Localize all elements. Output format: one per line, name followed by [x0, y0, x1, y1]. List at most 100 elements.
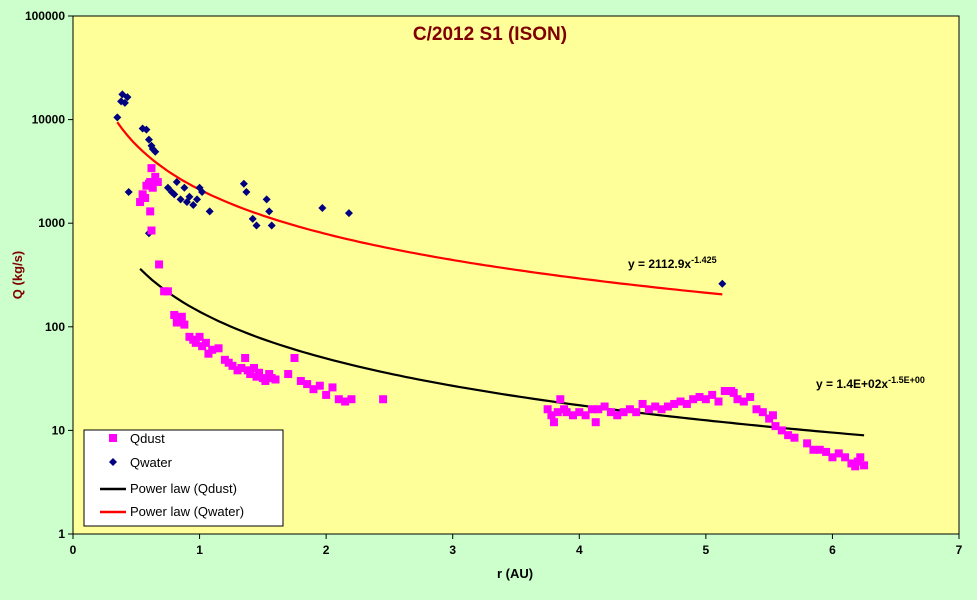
qwater-point	[151, 147, 160, 156]
dust-fit-equation-exponent: -1.5E+00	[888, 375, 925, 385]
qdust-point	[290, 353, 299, 362]
qdust-point	[170, 310, 179, 319]
qdust-point	[619, 408, 628, 417]
qdust-point	[739, 397, 748, 406]
qdust-point	[147, 226, 156, 235]
qdust-points	[136, 164, 869, 471]
qdust-point	[315, 381, 324, 390]
qdust-point	[733, 395, 742, 404]
qwater-point	[239, 179, 248, 188]
qdust-point	[853, 457, 862, 466]
qdust-point	[177, 312, 186, 321]
qdust-point	[663, 402, 672, 411]
qdust-point	[322, 390, 331, 399]
qdust-point	[296, 376, 305, 385]
x-axis-label: r (AU)	[497, 566, 533, 581]
qdust-point	[771, 422, 780, 431]
qdust-point	[856, 453, 865, 462]
qdust-point	[784, 431, 793, 440]
legend-marker-qwater	[109, 458, 117, 466]
qdust-point	[191, 338, 200, 347]
qwater-point	[120, 98, 129, 107]
qdust-point	[651, 402, 660, 411]
y-tick-label: 10	[52, 423, 66, 437]
qwater-point	[193, 195, 202, 204]
qdust-point	[261, 376, 270, 385]
qdust-point	[543, 405, 552, 414]
qdust-point	[195, 332, 204, 341]
qdust-point	[146, 207, 155, 216]
qdust-point	[147, 164, 156, 173]
chart-title: C/2012 S1 (ISON)	[413, 24, 567, 45]
qdust-point	[682, 399, 691, 408]
qdust-point	[153, 177, 162, 186]
qwater-point	[124, 188, 133, 197]
qwater-point	[172, 177, 181, 186]
qdust-point	[625, 405, 634, 414]
qdust-point	[676, 397, 685, 406]
qwater-point	[113, 113, 122, 122]
y-tick-label: 10000	[32, 113, 66, 127]
y-tick-label: 100000	[25, 9, 65, 23]
qdust-point	[155, 260, 164, 269]
legend-label-fit-water: Power law (Qwater)	[130, 504, 244, 519]
y-tick-label: 1	[58, 527, 65, 541]
legend-label-qwater: Qwater	[130, 455, 173, 470]
qwater-point	[267, 221, 276, 230]
qwater-point	[163, 183, 172, 192]
qdust-point	[255, 368, 264, 377]
qdust-point	[146, 177, 155, 186]
qdust-point	[249, 364, 258, 373]
qdust-point	[265, 370, 274, 379]
qwater-point	[318, 204, 327, 213]
qdust-point	[613, 411, 622, 420]
qdust-point	[803, 439, 812, 448]
fit-lines	[116, 121, 865, 437]
qwater-point	[242, 188, 251, 197]
qdust-point	[828, 453, 837, 462]
qdust-point	[587, 405, 596, 414]
qdust-point	[237, 364, 246, 373]
qdust-point	[695, 393, 704, 402]
qdust-point	[591, 418, 600, 427]
qdust-point	[284, 370, 293, 379]
qdust-point	[180, 320, 189, 329]
qdust-point	[562, 408, 571, 417]
qdust-point	[341, 397, 350, 406]
legend-box	[83, 429, 284, 527]
x-tick-label: 1	[196, 543, 203, 557]
qwater-point	[265, 207, 274, 216]
qdust-point	[860, 461, 869, 470]
qdust-point	[303, 380, 312, 389]
qdust-point	[758, 408, 767, 417]
qdust-point	[777, 426, 786, 435]
qwater-point	[142, 125, 151, 134]
legend: Qdust Qwater Power law (Qdust) Power law…	[83, 429, 284, 527]
qdust-point	[228, 361, 237, 370]
qdust-point	[822, 447, 831, 456]
qwater-point	[252, 221, 261, 230]
qdust-point	[201, 338, 210, 347]
qdust-point	[657, 405, 666, 414]
legend-label-qdust: Qdust	[130, 431, 165, 446]
qdust-point	[746, 393, 755, 402]
qwater-point	[205, 207, 214, 216]
qdust-point	[547, 411, 556, 420]
x-tick-label: 5	[703, 543, 710, 557]
water-fit-equation-exponent: -1.425	[691, 255, 717, 265]
x-tick-label: 6	[829, 543, 836, 557]
qwater-point	[718, 279, 727, 288]
qdust-point	[549, 418, 558, 427]
qdust-point	[136, 198, 145, 207]
qwater-point	[123, 93, 132, 102]
qdust-point	[163, 287, 172, 296]
qdust-point	[568, 411, 577, 420]
qdust-point	[151, 172, 160, 181]
x-axis-ticks: 0 1 2 3 4 5 6 7	[70, 534, 963, 557]
qdust-point	[141, 194, 150, 203]
qwater-point	[344, 209, 353, 218]
qdust-point	[670, 399, 679, 408]
qdust-point	[208, 345, 217, 354]
qwater-point	[176, 195, 185, 204]
